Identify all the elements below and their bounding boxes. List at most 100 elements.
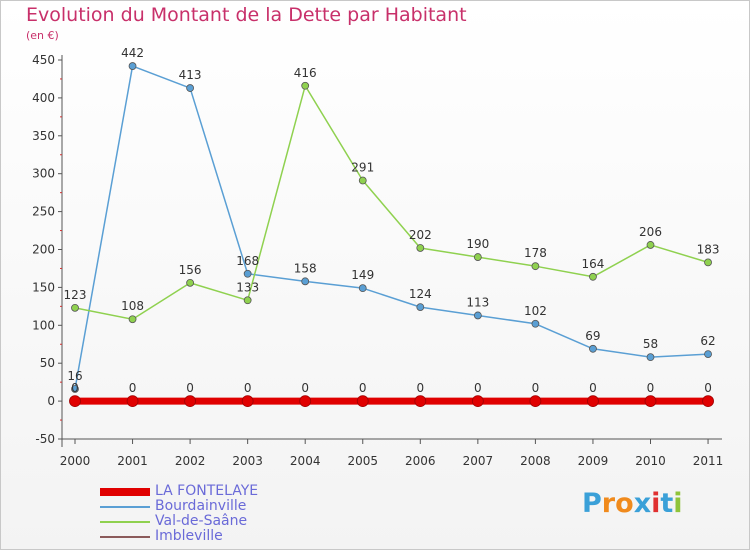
proxiti-logo[interactable]: Proxiti — [582, 488, 683, 519]
chart-title: Evolution du Montant de la Dette par Hab… — [26, 4, 467, 26]
data-label: 0 — [589, 381, 597, 395]
x-tick-label: 2004 — [290, 454, 321, 468]
legend: LA FONTELAYE Bourdainville Val-de-Saâne … — [100, 483, 400, 544]
x-tick-label: 2007 — [463, 454, 494, 468]
data-label: 156 — [179, 263, 202, 277]
data-point — [704, 258, 712, 267]
data-point — [299, 395, 312, 408]
data-point — [589, 272, 597, 281]
data-label: 149 — [351, 268, 374, 282]
data-point — [646, 241, 655, 249]
logo-letter: x — [633, 488, 652, 519]
y-tick-label: 0 — [47, 394, 55, 408]
data-label: 62 — [700, 334, 715, 348]
x-tick-label: 2010 — [635, 454, 666, 468]
x-tick-label: 2009 — [578, 454, 609, 468]
data-point — [702, 395, 714, 408]
legend-item[interactable]: Bourdainville — [100, 498, 400, 514]
data-point — [589, 344, 597, 353]
data-point — [69, 395, 81, 408]
data-label: 108 — [121, 299, 144, 313]
data-label: 0 — [474, 381, 482, 395]
series-line — [74, 65, 709, 390]
data-point — [186, 84, 195, 92]
data-point — [587, 395, 599, 408]
x-tick-label: 2006 — [405, 454, 436, 468]
data-point — [241, 395, 254, 408]
data-point — [414, 395, 427, 408]
legend-label: Bourdainville — [155, 498, 247, 514]
data-point — [128, 62, 137, 70]
data-label: 0 — [129, 381, 137, 395]
y-tick-label: 200 — [32, 243, 55, 257]
logo-letter: i — [651, 488, 661, 519]
legend-swatch — [100, 521, 150, 523]
data-label: 69 — [585, 329, 600, 343]
data-point — [243, 269, 252, 278]
data-point — [704, 350, 712, 359]
logo-letter: r — [601, 488, 616, 519]
data-point — [471, 395, 484, 408]
data-label: 0 — [532, 381, 540, 395]
logo-letter: P — [582, 488, 602, 519]
data-point — [356, 395, 369, 408]
data-point — [416, 303, 425, 312]
data-point — [126, 395, 139, 408]
legend-item[interactable]: Imbleville — [100, 528, 400, 544]
line-chart: -50 0 50 100 150 200 250 300 350 400 450 2000 2001 20… — [32, 46, 724, 468]
y-tick-label: 100 — [32, 318, 55, 332]
x-tick-label: 2011 — [693, 454, 724, 468]
data-point — [531, 262, 540, 271]
y-tick-label: 150 — [32, 280, 55, 294]
data-point — [186, 278, 195, 287]
data-point — [128, 315, 137, 324]
series-line — [74, 85, 709, 320]
data-point — [71, 303, 79, 312]
data-label: 0 — [186, 381, 194, 395]
data-point — [301, 277, 310, 286]
data-label: 442 — [121, 46, 144, 60]
data-point — [358, 284, 367, 293]
data-point — [358, 176, 367, 185]
data-label: 0 — [71, 381, 79, 395]
legend-label: LA FONTELAYE — [155, 483, 259, 499]
legend-label: Val-de-Saâne — [155, 513, 248, 529]
logo-letter: o — [615, 488, 634, 519]
data-label: 0 — [704, 381, 712, 395]
data-point — [473, 311, 482, 320]
x-tick-label: 2005 — [347, 454, 378, 468]
data-label: 16 — [67, 369, 82, 383]
logo-letter: i — [673, 488, 683, 519]
data-point — [531, 319, 540, 328]
data-point — [416, 244, 425, 252]
data-point — [71, 385, 79, 393]
data-point — [644, 395, 657, 408]
y-tick-label: 50 — [40, 356, 55, 370]
x-tick-label: 2003 — [232, 454, 263, 468]
data-label: 58 — [643, 337, 658, 351]
legend-swatch — [100, 536, 150, 538]
data-label: 413 — [179, 68, 202, 82]
y-tick-label: 450 — [32, 53, 55, 67]
legend-item[interactable]: LA FONTELAYE — [100, 483, 400, 499]
data-point — [184, 395, 197, 408]
legend-swatch — [100, 488, 150, 496]
data-point — [243, 296, 252, 305]
data-label: 113 — [466, 295, 489, 309]
data-label: 133 — [236, 280, 259, 294]
legend-item[interactable]: Val-de-Saâne — [100, 513, 400, 529]
chart-subtitle: (en €) — [26, 29, 59, 42]
data-label: 123 — [64, 288, 87, 302]
y-tick-label: 250 — [32, 205, 55, 219]
logo-letter: t — [660, 488, 674, 519]
data-label: 124 — [409, 287, 432, 301]
data-label: 190 — [466, 237, 489, 251]
data-label: 202 — [409, 228, 432, 242]
legend-label: Imbleville — [155, 528, 223, 544]
x-tick-label: 2008 — [520, 454, 551, 468]
data-label: 183 — [697, 242, 720, 256]
data-label: 0 — [359, 381, 367, 395]
data-label: 0 — [244, 381, 252, 395]
data-label: 291 — [351, 161, 374, 175]
